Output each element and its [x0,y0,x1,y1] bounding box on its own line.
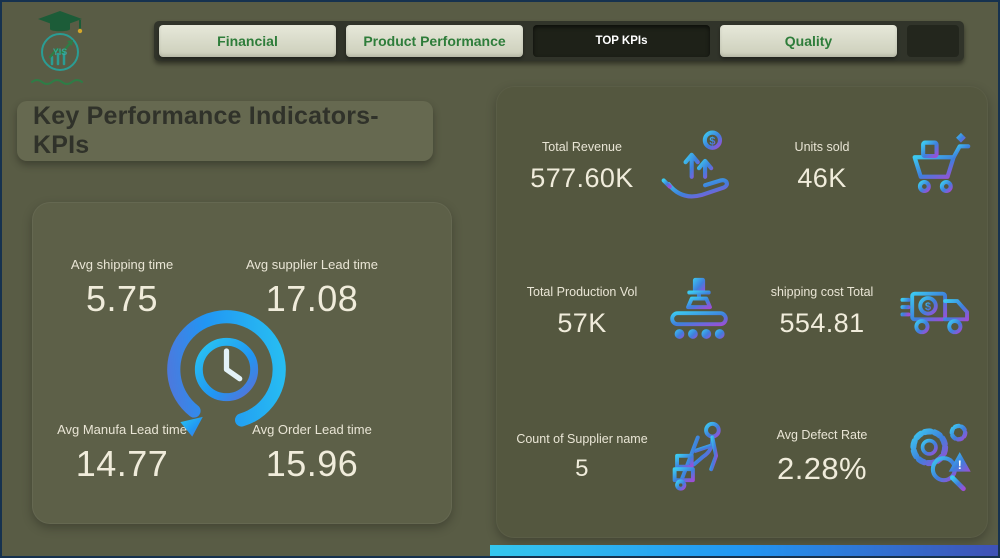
graduation-cap-icon [38,11,83,34]
logo-arabic-script [31,79,83,85]
currency-glyph: $ [925,301,931,313]
kpi-tile-avg-defect-rate[interactable]: Avg Defect Rate 2.28% ! [742,385,982,530]
kpi-value: 554.81 [779,307,865,338]
kpi-value: 5 [575,454,589,482]
kpi-value: 15.96 [265,443,359,484]
kpi-label: Total Production Vol [526,284,638,299]
kpi-label: Total Revenue [542,139,622,154]
kpi-value: 5.75 [85,278,159,319]
kpi-label: Avg Manufa Lead time [57,422,187,437]
delivery-truck-icon: $ [900,291,969,335]
kpi-label: Avg Order Lead time [252,422,372,437]
currency-glyph: $ [709,135,715,147]
revenue-growth-icon: $ [661,130,729,199]
defect-inspection-icon: ! [910,424,971,492]
kpi-tile-count-of-supplier-name[interactable]: Count of Supplier name 5 [502,385,742,530]
kpi-label: Count of Supplier name [516,431,648,446]
top-kpi-panel: Total Revenue 577.60K $ Units sold 46K [496,86,988,538]
warning-glyph: ! [958,459,962,473]
kpi-tile-total-production-vol[interactable]: Total Production Vol 57K [502,239,742,384]
company-logo: YIS [31,11,83,85]
tab-top-kpis[interactable]: TOP KPIs [533,25,710,57]
logo-text: YIS [53,47,68,57]
kpi-label: Avg Defect Rate [776,427,868,442]
kpi-label: Avg shipping time [70,257,174,272]
kpi-label: shipping cost Total [770,284,874,299]
page-title: Key Performance Indicators-KPIs [33,102,379,159]
kpi-label: Units sold [794,139,850,154]
tab-quality[interactable]: Quality [720,25,897,57]
kpi-value: 46K [797,162,847,193]
logo-emblem [41,33,79,71]
kpi-avg-order-lead-time: Avg Order Lead time 15.96 [222,422,402,485]
kpi-avg-supplier-lead-time: Avg supplier Lead time 17.08 [222,257,402,320]
production-line-icon [670,277,728,339]
kpi-value: 577.60K [530,162,634,193]
title-card: Key Performance Indicators-KPIs [17,101,433,161]
tab-financial[interactable]: Financial [159,25,336,57]
kpi-avg-manufa-lead-time: Avg Manufa Lead time 14.77 [32,422,212,485]
lead-time-kpi-panel[interactable]: Avg shipping time 5.75 Avg supplier Lead… [32,202,452,524]
kpi-tile-shipping-cost-total[interactable]: shipping cost Total 554.81 $ [742,239,982,384]
kpi-value: 17.08 [265,278,359,319]
shopping-cart-icon [912,132,971,193]
kpi-avg-shipping-time: Avg shipping time 5.75 [32,257,212,320]
kpi-tile-units-sold[interactable]: Units sold 46K [742,94,982,239]
supplier-trolley-icon [672,422,721,491]
bottom-accent-bar [490,545,998,556]
kpi-value: 14.77 [75,443,169,484]
kpi-tile-total-revenue[interactable]: Total Revenue 577.60K $ [502,94,742,239]
kpi-label: Avg supplier Lead time [245,257,378,272]
nav-tabbar: Financial Product Performance TOP KPIs Q… [154,21,964,61]
tabbar-end-segment [907,25,959,57]
lead-time-clock-icon [167,310,286,437]
kpi-value: 57K [557,307,607,338]
tab-product-performance[interactable]: Product Performance [346,25,523,57]
kpi-value: 2.28% [777,450,867,486]
